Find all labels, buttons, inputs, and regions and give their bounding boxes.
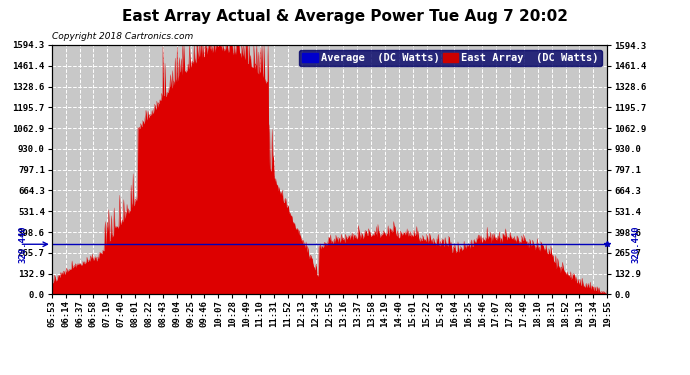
Legend: Average  (DC Watts), East Array  (DC Watts): Average (DC Watts), East Array (DC Watts… [299,50,602,66]
Text: 320.440: 320.440 [18,225,28,263]
Text: Copyright 2018 Cartronics.com: Copyright 2018 Cartronics.com [52,32,193,41]
Text: 320.440: 320.440 [631,225,641,263]
Text: East Array Actual & Average Power Tue Aug 7 20:02: East Array Actual & Average Power Tue Au… [122,9,568,24]
